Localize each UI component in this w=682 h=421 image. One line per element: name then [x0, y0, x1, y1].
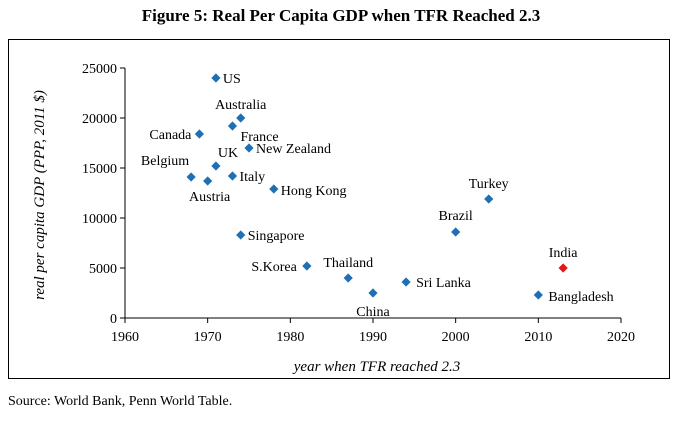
chart-frame: [8, 39, 670, 379]
point-label-france: France: [240, 130, 278, 145]
x-tick-label: 1970: [194, 330, 222, 345]
point-label-uk: UK: [218, 146, 238, 161]
x-tick-label: 1990: [359, 330, 387, 345]
data-point-thailand: [343, 273, 353, 283]
point-label-australia: Australia: [215, 98, 267, 113]
data-point-brazil: [451, 227, 461, 237]
data-point-us: [211, 73, 221, 83]
source-note: Source: World Bank, Penn World Table.: [8, 394, 233, 409]
data-point-bangladesh: [533, 290, 543, 300]
x-tick-label: 1980: [276, 330, 304, 345]
data-point-hong-kong: [269, 184, 279, 194]
point-label-sri-lanka: Sri Lanka: [416, 276, 472, 291]
data-point-italy: [227, 171, 238, 181]
x-tick-label: 2000: [442, 330, 470, 345]
y-tick-label: 10000: [82, 212, 117, 227]
point-label-china: China: [356, 305, 390, 320]
point-label-belgium: Belgium: [141, 154, 189, 169]
data-point-china: [368, 288, 378, 298]
x-axis-title: year when TFR reached 2.3: [292, 359, 461, 375]
point-label-canada: Canada: [149, 128, 192, 143]
point-label-austria: Austria: [189, 190, 231, 205]
x-tick-label: 2010: [524, 330, 552, 345]
data-point-singapore: [236, 230, 246, 240]
point-label-bangladesh: Bangladesh: [548, 290, 613, 305]
point-label-turkey: Turkey: [469, 177, 509, 192]
y-axis-title: real per capita GDP (PPP, 2011 $): [32, 90, 48, 300]
data-point-uk: [211, 161, 221, 171]
point-label-hong-kong: Hong Kong: [281, 184, 347, 199]
figure-title: Figure 5: Real Per Capita GDP when TFR R…: [141, 6, 541, 25]
y-tick-label: 15000: [82, 162, 117, 177]
data-point-new-zealand: [244, 143, 254, 153]
data-point-india: [558, 263, 568, 273]
point-label-brazil: Brazil: [439, 209, 473, 224]
y-tick-label: 5000: [89, 262, 117, 277]
point-label-india: India: [549, 246, 579, 261]
point-label-s-korea: S.Korea: [251, 260, 297, 275]
y-tick-label: 25000: [82, 62, 117, 77]
data-point-canada: [194, 129, 204, 139]
point-label-singapore: Singapore: [248, 229, 305, 244]
data-point-france: [227, 121, 238, 131]
y-tick-label: 0: [110, 312, 117, 327]
data-point-australia: [236, 113, 246, 123]
data-point-turkey: [484, 194, 494, 204]
x-tick-label: 2020: [607, 330, 635, 345]
point-label-italy: Italy: [239, 170, 265, 185]
data-point-s-korea: [302, 261, 312, 271]
point-label-new-zealand: New Zealand: [256, 142, 331, 157]
point-label-us: US: [223, 72, 241, 87]
x-tick-label: 1960: [111, 330, 139, 345]
data-point-sri-lanka: [401, 277, 411, 287]
y-tick-label: 20000: [82, 112, 117, 127]
data-point-austria: [203, 176, 213, 186]
data-point-belgium: [186, 172, 196, 182]
point-label-thailand: Thailand: [323, 256, 373, 271]
